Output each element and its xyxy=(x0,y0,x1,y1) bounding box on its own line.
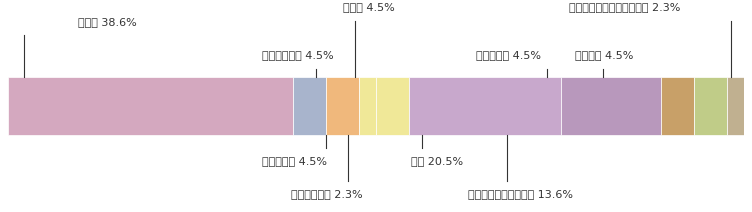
Bar xyxy=(293,77,326,135)
Text: 製造業 38.6%: 製造業 38.6% xyxy=(77,17,136,27)
Bar xyxy=(409,77,560,135)
Text: 運輸業 4.5%: 運輸業 4.5% xyxy=(343,3,395,13)
Text: 建設業・資源 4.5%: 建設業・資源 4.5% xyxy=(262,50,333,60)
Bar xyxy=(359,77,376,135)
Bar xyxy=(376,77,409,135)
Bar xyxy=(661,77,694,135)
Bar xyxy=(694,77,727,135)
Text: 学校教育 4.5%: 学校教育 4.5% xyxy=(575,50,633,60)
Text: 情報通信業 4.5%: 情報通信業 4.5% xyxy=(262,156,327,166)
Text: 電気・ガス業 2.3%: 電気・ガス業 2.3% xyxy=(291,189,363,199)
Text: 専門・技術サービス業 13.6%: 専門・技術サービス業 13.6% xyxy=(468,189,573,199)
Bar xyxy=(8,77,293,135)
Text: 金融保険業 4.5%: 金融保険業 4.5% xyxy=(476,50,541,60)
Bar xyxy=(727,77,744,135)
Text: 商業 20.5%: 商業 20.5% xyxy=(411,156,463,166)
Bar xyxy=(326,77,359,135)
Text: 医療・福祉・留学・その他 2.3%: 医療・福祉・留学・その他 2.3% xyxy=(569,3,681,13)
Bar xyxy=(560,77,661,135)
